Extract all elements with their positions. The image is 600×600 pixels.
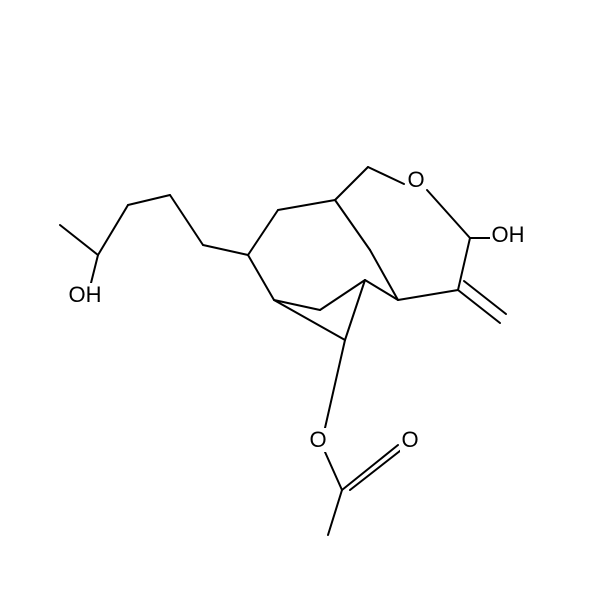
atom-label-o2: O	[309, 429, 326, 451]
bond	[427, 190, 470, 238]
bond	[98, 205, 128, 255]
bond	[342, 445, 398, 490]
bond	[278, 200, 335, 210]
bond	[328, 490, 342, 535]
atom-label-o1: O	[407, 169, 424, 191]
bond	[91, 255, 98, 283]
bond	[325, 452, 342, 490]
bond	[458, 290, 500, 323]
bond	[320, 280, 365, 310]
atom-label-oh2: OH	[69, 284, 102, 306]
atom-label-o3: O	[401, 429, 418, 451]
bond	[350, 447, 405, 490]
bond	[128, 195, 170, 205]
bond	[170, 195, 203, 245]
bond	[248, 210, 278, 255]
bond	[398, 290, 458, 300]
atom-label-oh1: OH	[492, 224, 525, 246]
bond	[464, 281, 506, 314]
bond	[368, 167, 404, 184]
bond	[325, 340, 345, 428]
bond	[248, 255, 274, 300]
bond	[335, 167, 368, 200]
bond	[274, 300, 345, 340]
bond	[335, 200, 370, 250]
bond	[345, 280, 365, 340]
bond	[60, 225, 98, 255]
bond	[203, 245, 248, 255]
